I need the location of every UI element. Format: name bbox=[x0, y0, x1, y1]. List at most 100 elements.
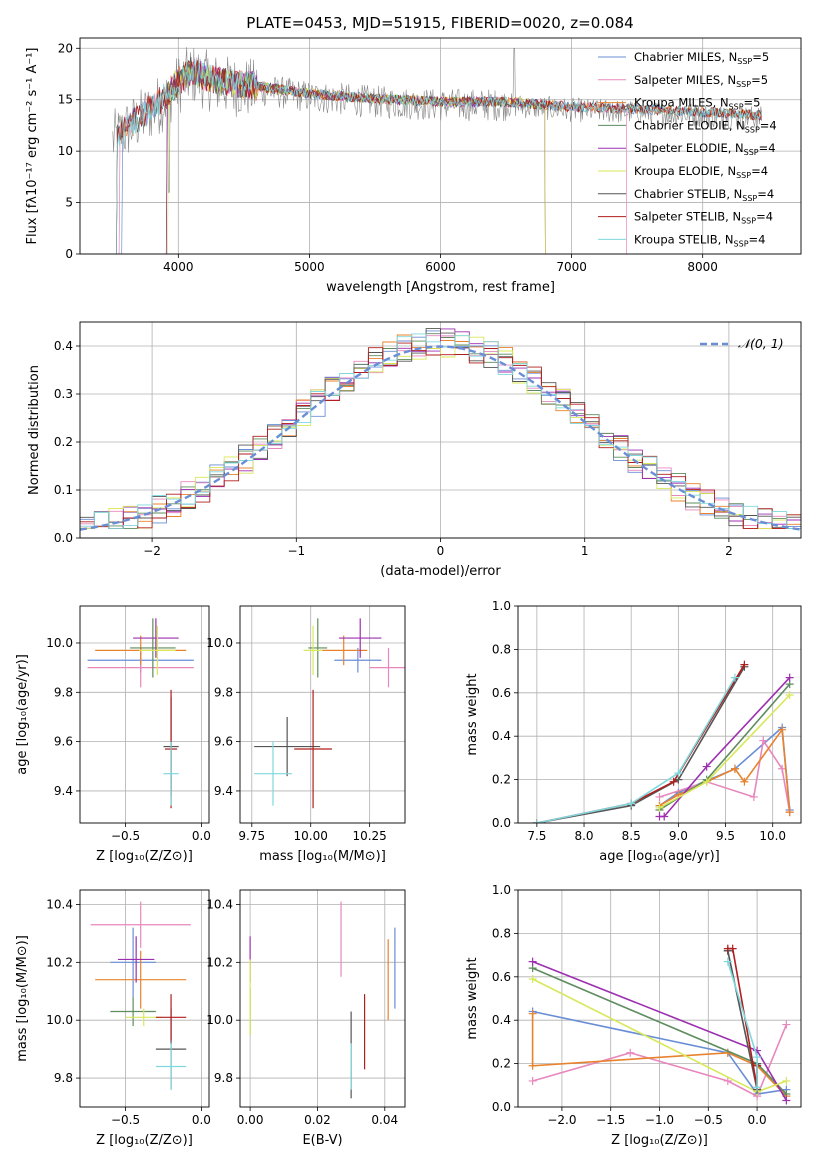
x-tick-label: 0.00 bbox=[237, 1113, 264, 1127]
y-tick-label: 10.2 bbox=[46, 955, 73, 969]
y-tick-label: 0.2 bbox=[492, 1057, 511, 1071]
weight-marker bbox=[730, 764, 739, 773]
age_vs_Z-xlabel: Z [log₁₀(Z/Z⊙)] bbox=[96, 849, 193, 864]
errorbar-point-3 bbox=[110, 997, 156, 1026]
y-tick-label: 0 bbox=[65, 247, 73, 261]
x-tick-label: 0.0 bbox=[748, 1113, 767, 1127]
legend-entry: Salpeter MILES, NSSP=5 bbox=[634, 73, 768, 89]
weight-marker bbox=[753, 1053, 762, 1062]
y-tick-label: 0.3 bbox=[54, 387, 73, 401]
weight_vs_age-frame bbox=[517, 605, 802, 824]
weight-marker bbox=[660, 812, 669, 821]
errorbar-point-4 bbox=[117, 936, 155, 983]
weight-line-6 bbox=[536, 666, 746, 823]
spectrum-axes: 4000 5000 6000 7000 8000 0 5 10 15 20 wavelength [… bbox=[25, 37, 802, 295]
y-tick-label: 0.1 bbox=[54, 483, 73, 497]
weight-marker bbox=[753, 1083, 762, 1092]
residuals-plot-area bbox=[80, 328, 801, 531]
errorbar-point-5 bbox=[303, 625, 323, 676]
legend-entry: Chabrier STELIB, NSSP=4 bbox=[634, 187, 774, 203]
x-tick-label: 9.75 bbox=[238, 829, 265, 843]
histogram-step-6 bbox=[80, 328, 801, 528]
spectrum-ylabel: Flux [fλ10⁻¹⁷ erg cm⁻² s⁻¹ A⁻¹] bbox=[25, 48, 40, 245]
weight_vs_Z-plot-area bbox=[528, 944, 791, 1105]
x-tick-label: 9.0 bbox=[669, 829, 688, 843]
x-tick-label: 0.02 bbox=[304, 1113, 331, 1127]
residual-legend-entry: 𝒩(0, 1) bbox=[738, 336, 784, 351]
weight-marker bbox=[782, 1020, 791, 1029]
y-tick-label: 9.4 bbox=[214, 784, 233, 798]
legend-entry: Chabrier ELODIE, NSSP=4 bbox=[634, 118, 777, 134]
x-tick-label: 2 bbox=[725, 544, 733, 558]
x-tick-label: 8.0 bbox=[574, 829, 593, 843]
weight-marker bbox=[740, 660, 749, 669]
errorbar-point-1 bbox=[90, 901, 191, 948]
mass_vs_ebv-xlabel: E(B-V) bbox=[302, 1133, 342, 1148]
weight_vs_Z-xlabel: Z [log₁₀(Z/Z⊙)] bbox=[611, 1133, 708, 1148]
age_vs_mass-axes: 9.75 10.00 10.25 9.4 9.6 9.8 10.0 mass [log₁₀(M… bbox=[206, 605, 406, 864]
weight-marker bbox=[740, 777, 749, 786]
y-tick-label: 9.8 bbox=[214, 1071, 233, 1085]
legend-entry: Kroupa MILES, NSSP=5 bbox=[634, 96, 760, 112]
y-tick-label: 0.6 bbox=[492, 686, 511, 700]
legend-entry: Chabrier MILES, NSSP=5 bbox=[634, 50, 769, 66]
x-tick-label: −1.5 bbox=[596, 1113, 625, 1127]
x-tick-label: 0 bbox=[437, 544, 445, 558]
weight-marker bbox=[528, 1076, 537, 1085]
weight-marker bbox=[778, 764, 787, 773]
y-tick-label: 9.8 bbox=[54, 685, 73, 699]
weight-marker bbox=[655, 803, 664, 812]
y-tick-label: 5 bbox=[65, 196, 73, 210]
weight-marker bbox=[785, 808, 794, 817]
errorbar-point-2 bbox=[320, 635, 368, 666]
mass_vs_Z-ylabel: mass [log₁₀(M/M⊙)] bbox=[15, 935, 30, 1062]
weight-line-8 bbox=[536, 677, 736, 823]
errorbar-point-5 bbox=[139, 625, 176, 676]
residuals-frame bbox=[79, 321, 802, 539]
weight_vs_age-ylabel: mass weight bbox=[465, 673, 480, 755]
weight-marker bbox=[702, 762, 711, 771]
weight-marker bbox=[674, 769, 683, 778]
x-tick-label: 8.5 bbox=[622, 829, 641, 843]
residuals-xlabel: (data-model)/error bbox=[380, 564, 501, 579]
y-tick-label: 10 bbox=[58, 144, 73, 158]
weight-marker bbox=[782, 1076, 791, 1085]
y-tick-label: 10.0 bbox=[206, 1013, 233, 1027]
weight-marker bbox=[627, 799, 636, 808]
y-tick-label: 0.0 bbox=[54, 531, 73, 545]
mass_vs_ebv-plot-area bbox=[249, 901, 396, 1099]
errorbar-point-7 bbox=[294, 689, 332, 809]
y-tick-label: 9.8 bbox=[214, 685, 233, 699]
legend-entry: Salpeter STELIB, NSSP=4 bbox=[634, 210, 773, 226]
age_vs_Z-ylabel: age [log₁₀(age/yr)] bbox=[15, 654, 30, 775]
x-tick-label: 10.25 bbox=[352, 829, 386, 843]
spectrum-frame bbox=[79, 37, 802, 255]
histogram-step-5 bbox=[80, 335, 801, 529]
errorbar-point-8 bbox=[254, 741, 292, 806]
x-tick-label: 10.0 bbox=[759, 829, 786, 843]
normal-reference-curve bbox=[80, 345, 801, 531]
mass_vs_Z-plot-area bbox=[90, 901, 191, 1090]
model-line-8 bbox=[115, 59, 762, 254]
errorbar-point-1 bbox=[369, 647, 405, 688]
histogram-step-8 bbox=[80, 333, 801, 529]
y-tick-label: 10.2 bbox=[206, 955, 233, 969]
y-tick-label: 10.4 bbox=[46, 897, 73, 911]
x-tick-label: 0.0 bbox=[192, 829, 211, 843]
x-tick-label: 4000 bbox=[163, 260, 194, 274]
y-tick-label: 0.6 bbox=[492, 970, 511, 984]
x-tick-label: −1 bbox=[287, 544, 305, 558]
age_vs_mass-grid bbox=[240, 606, 405, 823]
x-tick-label: 9.5 bbox=[716, 829, 735, 843]
weight-marker bbox=[626, 1048, 635, 1057]
errorbar-point-7 bbox=[155, 994, 187, 1041]
weight-marker bbox=[528, 974, 537, 983]
weight-marker bbox=[749, 792, 758, 801]
weight_vs_Z-frame bbox=[517, 889, 802, 1108]
x-tick-label: −0.5 bbox=[111, 829, 140, 843]
residuals-axes: −2 −1 0 1 2 0.0 0.1 0.2 0.3 0.4 (data-model)/error… bbox=[27, 321, 802, 579]
x-tick-label: 6000 bbox=[425, 260, 456, 274]
y-tick-label: 10.4 bbox=[206, 897, 233, 911]
errorbar-point-0 bbox=[110, 927, 156, 998]
y-tick-label: 20 bbox=[58, 41, 73, 55]
